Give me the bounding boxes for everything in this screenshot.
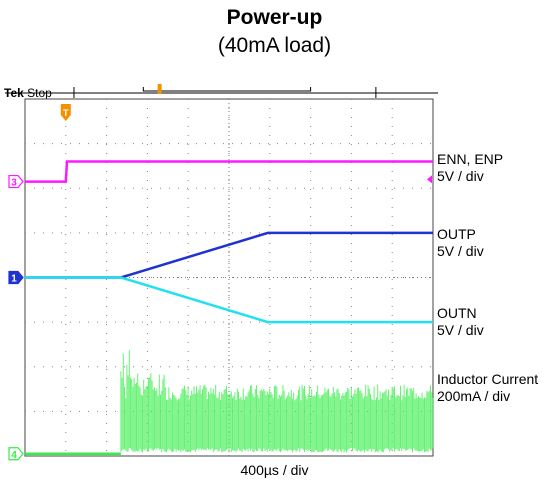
trace-inductor-current-ripple <box>120 350 434 453</box>
label-outp-name: OUTP <box>437 226 476 242</box>
label-outn-name: OUTN <box>437 305 477 321</box>
trace-outn <box>25 276 433 324</box>
channel-marker-3 <box>8 174 24 189</box>
channel-marker-1-label: 1 <box>11 274 17 285</box>
label-enn-enp-name: ENN, ENP <box>437 151 504 167</box>
record-bracket <box>142 87 312 92</box>
trigger-marker <box>60 104 71 121</box>
trigger-marker-glyph: T <box>63 108 69 118</box>
trace-enn-enp <box>25 160 433 183</box>
label-inductor-current: Inductor Current 200mA / div <box>437 371 538 405</box>
x-axis-label: 400µs / div <box>240 462 309 478</box>
label-outp-scale: 5V / div <box>437 243 484 259</box>
record-position-marker <box>157 84 162 94</box>
label-inductor-current-name: Inductor Current <box>437 371 539 387</box>
label-outn: OUTN 5V / div <box>437 305 484 339</box>
chart-subtitle: (40mA load) <box>217 34 332 57</box>
channel-marker-3-label: 3 <box>11 178 17 189</box>
chart-title: Power-up <box>226 6 323 29</box>
channel-marker-4 <box>8 447 24 461</box>
channel-marker-1 <box>8 270 24 285</box>
label-inductor-current-scale: 200mA / div <box>437 388 511 404</box>
trigger-level-arrow <box>427 175 432 184</box>
label-outp: OUTP 5V / div <box>437 226 484 260</box>
label-outn-scale: 5V / div <box>437 322 484 338</box>
channel-marker-4-label: 4 <box>11 450 17 461</box>
label-enn-enp: ENN, ENP 5V / div <box>437 151 503 185</box>
label-enn-enp-scale: 5V / div <box>437 168 484 184</box>
